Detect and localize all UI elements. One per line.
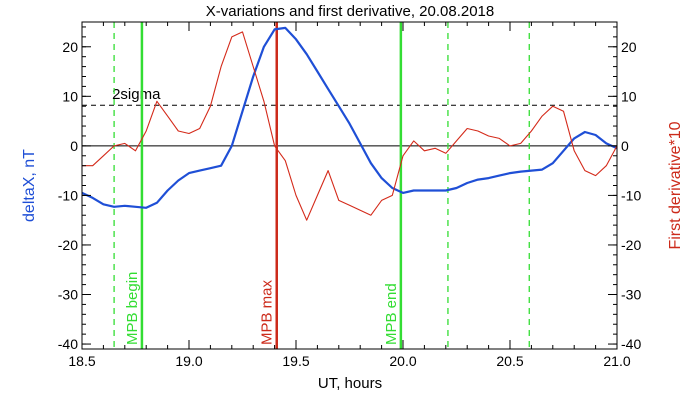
plot-area: 2sigma MPB begin MPB max MPB end 18.5 19.0 19.… [58,21,641,369]
x-tick-label-4: 20.5 [496,353,523,369]
y-tick-label-left-1: 10 [62,88,78,104]
threshold-label: 2sigma [112,86,161,103]
y-tick-label-left-5: -30 [58,287,78,303]
x-tick-label-3: 20.0 [389,353,416,369]
y-tick-label-right-1: 10 [621,88,637,104]
y-tick-label-right-3: -10 [621,187,641,203]
series-line-0 [81,26,618,209]
marker-label-1: MPB begin [124,272,141,345]
x-tick-label-5: 21.0 [603,353,630,369]
y-tick-label-right-0: 20 [621,39,637,55]
series-line-1 [82,31,618,221]
plot-frame [81,21,618,350]
y-tick-label-left-4: -20 [58,237,78,253]
x-tick-label-0: 18.5 [68,353,95,369]
x-tick-label-2: 19.5 [282,353,309,369]
marker-label-2: MPB max [259,279,276,345]
y-tick-label-left-0: 20 [62,39,78,55]
y-tick-label-right-4: -20 [621,237,641,253]
x-tick-label-1: 19.0 [175,353,202,369]
marker-label-3: MPB end [383,283,400,345]
y-tick-label-left-3: -10 [58,187,78,203]
y-tick-label-right-2: 0 [621,138,629,154]
y-tick-label-left-6: -40 [58,336,78,352]
y-tick-label-right-6: -40 [621,336,641,352]
x-axis-label: UT, hours [318,375,382,392]
y-axis-label-right: First derivative*10 [667,121,684,249]
y-axis-label-left: deltaX, nT [21,149,38,222]
y-tick-label-left-2: 0 [70,138,78,154]
y-tick-label-right-5: -30 [621,287,641,303]
chart-title: X-variations and first derivative, 20.08… [206,3,495,20]
